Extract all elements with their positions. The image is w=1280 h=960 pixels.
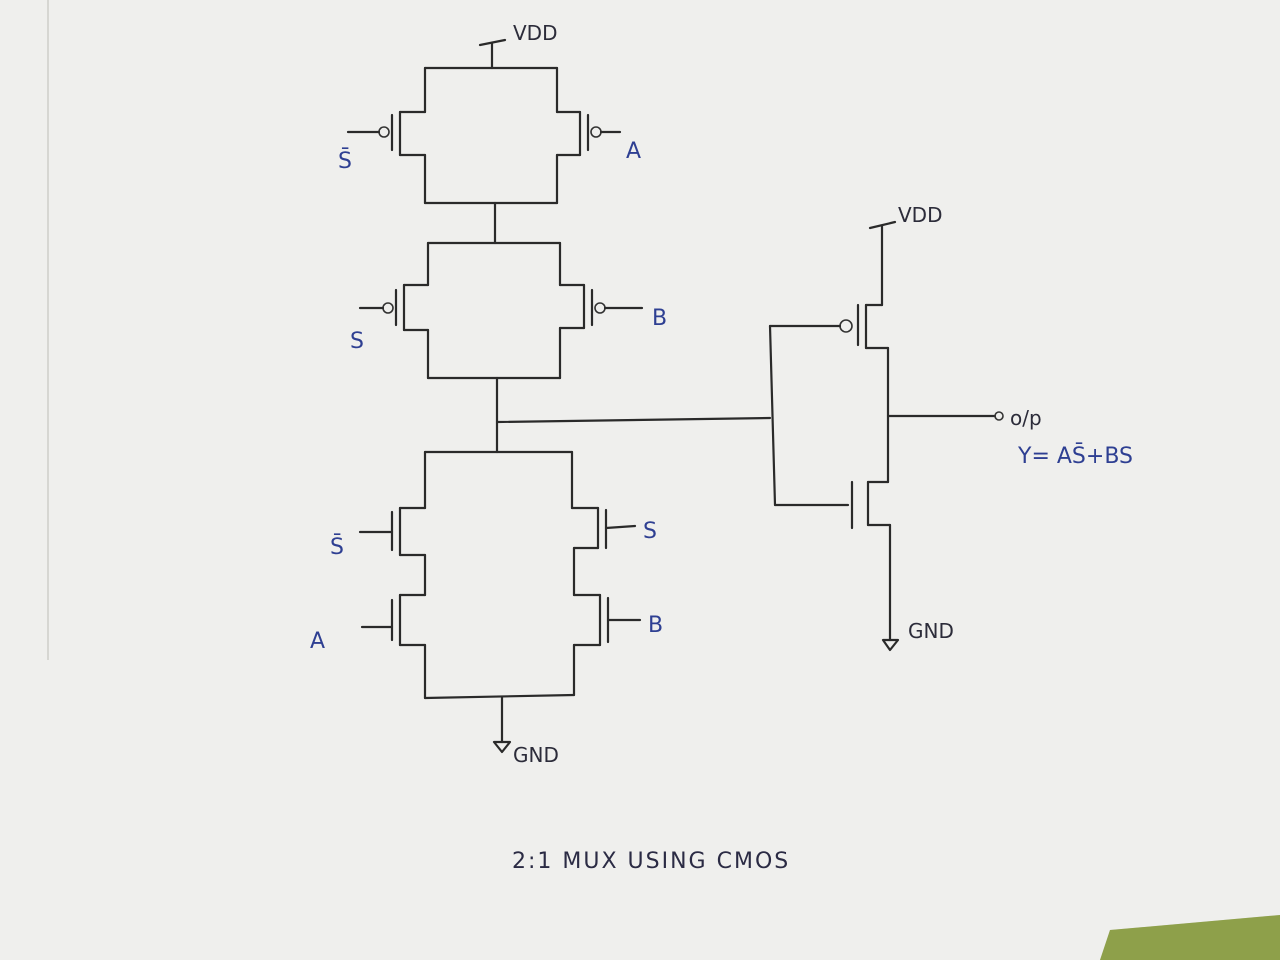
gate-label-nmos-s: S bbox=[643, 519, 657, 544]
diagram-title: 2:1 MUX USING CMOS bbox=[512, 849, 790, 874]
mid-node-wire bbox=[495, 376, 772, 454]
gate-label-nmos-a: A bbox=[310, 629, 325, 654]
table-edge bbox=[1100, 915, 1280, 960]
gate-label-pmos-a: A bbox=[626, 139, 641, 164]
gate-label-pmos-s-bar: S̄ bbox=[338, 148, 352, 174]
gate-label-pmos-b: B bbox=[652, 306, 667, 331]
vdd-label-left: VDD bbox=[513, 21, 557, 45]
gate-label-nmos-b: B bbox=[648, 613, 663, 638]
pmos-network bbox=[346, 38, 644, 380]
nmos-network bbox=[358, 450, 642, 754]
gate-label-nmos-s-bar: S̄ bbox=[330, 534, 344, 560]
output-inverter bbox=[768, 220, 1004, 652]
gate-label-pmos-s: S bbox=[350, 329, 364, 354]
vdd-label-right: VDD bbox=[898, 203, 942, 227]
output-equation: Y= AS̄+BS bbox=[1017, 443, 1133, 469]
gnd-label-left: GND bbox=[513, 743, 559, 767]
gnd-label-right: GND bbox=[908, 619, 954, 643]
output-label: o/p bbox=[1010, 406, 1042, 430]
